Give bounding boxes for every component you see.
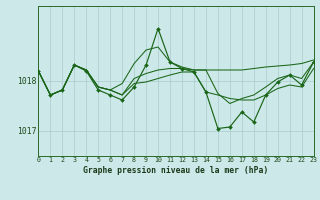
X-axis label: Graphe pression niveau de la mer (hPa): Graphe pression niveau de la mer (hPa)	[84, 166, 268, 175]
